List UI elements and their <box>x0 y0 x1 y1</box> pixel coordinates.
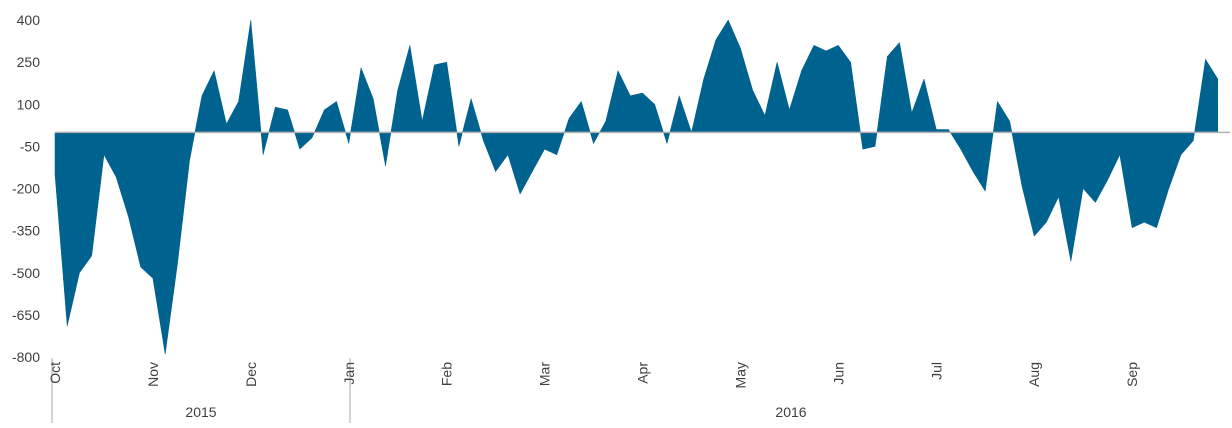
x-tick-label: May <box>732 362 748 388</box>
x-tick-label: Feb <box>439 362 455 386</box>
y-tick-label: 400 <box>17 12 41 28</box>
x-tick-label: Aug <box>1026 362 1042 387</box>
x-tick-label: Oct <box>47 362 63 384</box>
y-tick-label: -200 <box>12 181 40 197</box>
area <box>54 19 1219 355</box>
x-tick-label: Apr <box>635 362 651 384</box>
x-tick-label: Dec <box>243 362 259 387</box>
y-tick-label: 250 <box>17 54 41 70</box>
x-tick-label: Jul <box>928 362 944 380</box>
y-tick-label: -500 <box>12 265 40 281</box>
y-tick-label: -50 <box>20 138 40 154</box>
x-tick-label: Jun <box>830 362 846 385</box>
y-tick-label: -350 <box>12 223 40 239</box>
x-tick-label: Mar <box>537 362 553 386</box>
year-label: 2015 <box>185 404 216 420</box>
y-tick-label: 100 <box>17 96 41 112</box>
x-tick-label: Nov <box>145 362 161 387</box>
year-label: 2016 <box>775 404 806 420</box>
y-tick-label: -800 <box>12 349 40 365</box>
x-tick-label: Sep <box>1124 362 1140 387</box>
x-tick-label: Jan <box>341 362 357 385</box>
y-tick-label: -650 <box>12 307 40 323</box>
